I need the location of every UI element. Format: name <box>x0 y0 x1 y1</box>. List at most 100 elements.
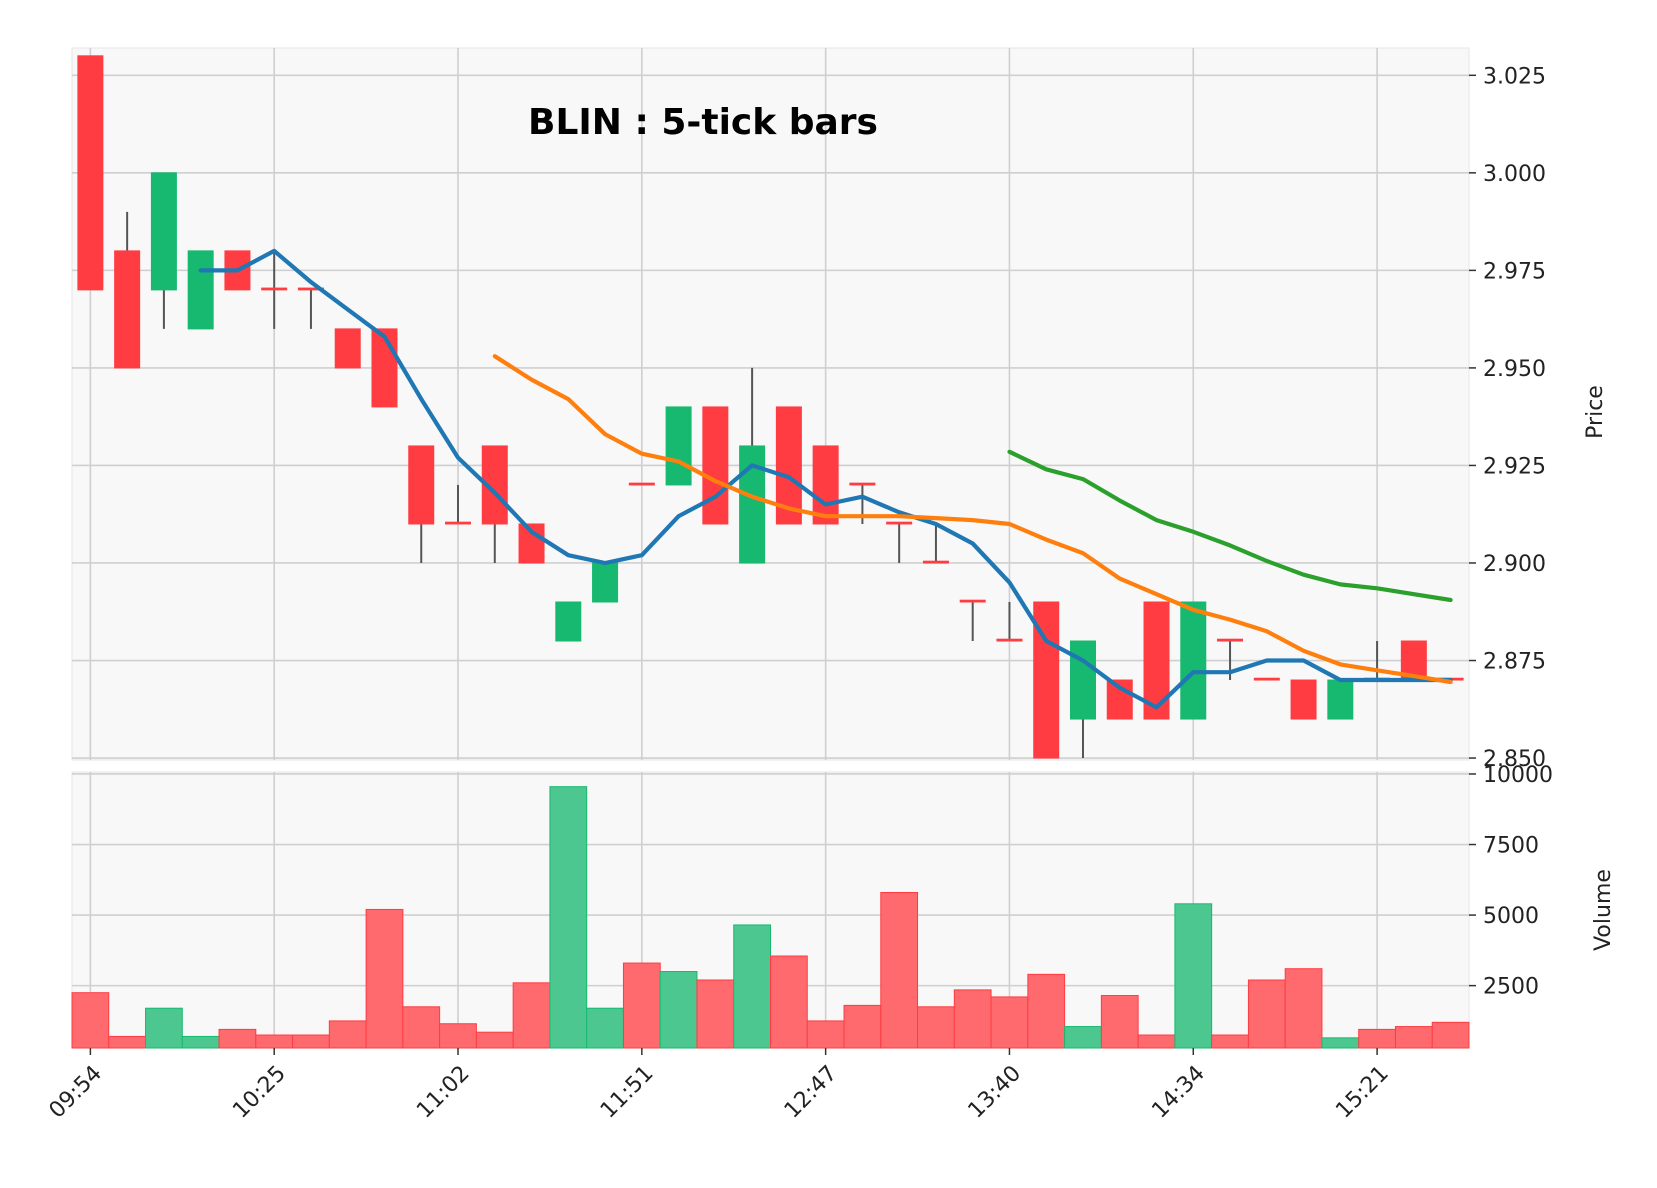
volume-bar <box>1174 903 1213 1049</box>
volume-tick-label: 2500 <box>1483 975 1539 1000</box>
candle-body <box>1327 679 1354 720</box>
candle-body <box>812 445 839 525</box>
volume-axis-title: Volume <box>1591 869 1616 951</box>
candle-body <box>959 599 986 603</box>
candle-body <box>922 560 949 564</box>
candle-body <box>1253 677 1280 681</box>
price-tick-label: 2.975 <box>1483 259 1546 284</box>
volume-bars <box>71 786 1470 1049</box>
candle <box>886 521 913 563</box>
candle-body <box>371 328 398 408</box>
volume-bar <box>439 1023 477 1049</box>
volume-tick-label: 7500 <box>1483 834 1539 859</box>
volume-bar <box>659 971 698 1049</box>
candle <box>665 406 692 486</box>
grid-lines <box>72 48 1469 1048</box>
candle-body <box>334 328 361 369</box>
candle <box>114 211 141 369</box>
price-tick-label: 3.025 <box>1483 64 1546 89</box>
volume-tick-label: 10000 <box>1483 763 1553 788</box>
volume-bar <box>880 892 919 1049</box>
candle-body <box>445 521 472 525</box>
volume-bar <box>917 1006 955 1049</box>
volume-bar <box>365 908 404 1049</box>
volume-bar <box>622 962 661 1049</box>
price-panel <box>71 47 1470 761</box>
volume-bar <box>1394 1026 1433 1049</box>
candle-body <box>261 287 288 291</box>
candle <box>187 250 214 330</box>
candle <box>1180 601 1207 720</box>
volume-bar <box>1358 1028 1396 1049</box>
volume-bar <box>1137 1034 1176 1049</box>
candle-body <box>1290 679 1317 720</box>
candle-body <box>187 250 214 330</box>
candle <box>555 601 582 642</box>
volume-bar <box>181 1035 220 1049</box>
volume-bar <box>696 979 735 1049</box>
volume-bar <box>1431 1021 1470 1049</box>
volume-bar <box>806 1020 845 1049</box>
price-tick-label: 3.000 <box>1483 162 1546 187</box>
volume-bar <box>292 1034 330 1049</box>
candle <box>628 482 655 486</box>
candle-body <box>1069 640 1096 720</box>
candle <box>150 172 177 329</box>
moving-average-line-mav_short <box>198 248 1453 710</box>
volume-bar <box>549 786 588 1049</box>
price-tick-label: 2.925 <box>1483 454 1546 479</box>
candle <box>996 601 1023 642</box>
candle <box>1290 679 1317 720</box>
price-tick-label: 2.900 <box>1483 552 1546 577</box>
volume-bar <box>1027 973 1066 1049</box>
volume-bar <box>255 1034 294 1049</box>
volume-bar <box>108 1035 147 1049</box>
candle-body <box>114 250 141 369</box>
volume-bar <box>1321 1037 1360 1049</box>
volume-bar <box>475 1031 514 1049</box>
volume-bar <box>770 955 808 1049</box>
candle <box>1327 679 1354 720</box>
candle-body <box>665 406 692 486</box>
candle-body <box>408 445 435 525</box>
candle-body <box>996 638 1023 642</box>
candle-body <box>77 55 104 291</box>
volume-bar <box>512 982 551 1049</box>
candle-body <box>702 406 729 525</box>
candle-body <box>555 601 582 642</box>
volume-bar <box>218 1028 257 1049</box>
chart-title: BLIN : 5-tick bars <box>528 102 878 143</box>
volume-bar <box>1064 1026 1102 1049</box>
volume-bar <box>586 1007 624 1049</box>
volume-bar <box>990 996 1029 1049</box>
candle <box>959 599 986 642</box>
candle <box>812 445 839 525</box>
candles <box>77 55 1464 759</box>
candle <box>334 328 361 369</box>
candle-body <box>628 482 655 486</box>
price-axis-title: Price <box>1583 385 1608 439</box>
price-tick-label: 2.950 <box>1483 357 1546 382</box>
candle <box>702 406 729 525</box>
candle-body <box>150 172 177 291</box>
volume-bar <box>1247 979 1286 1049</box>
candle <box>445 484 472 525</box>
candle <box>261 250 288 329</box>
candle-body <box>886 521 913 525</box>
volume-bar <box>328 1020 367 1049</box>
candle <box>922 523 949 564</box>
candle <box>77 55 104 291</box>
candle <box>592 562 619 603</box>
candle-body <box>1180 601 1207 720</box>
candle <box>371 328 398 408</box>
candle-body <box>849 482 876 486</box>
price-tick-label: 2.875 <box>1483 650 1546 675</box>
volume-bar <box>145 1007 183 1049</box>
candle-body <box>1217 638 1244 642</box>
candle <box>408 445 435 563</box>
volume-bar <box>1284 968 1323 1049</box>
volume-bar <box>1211 1034 1249 1049</box>
volume-bar <box>733 924 771 1049</box>
volume-bar <box>71 992 110 1049</box>
